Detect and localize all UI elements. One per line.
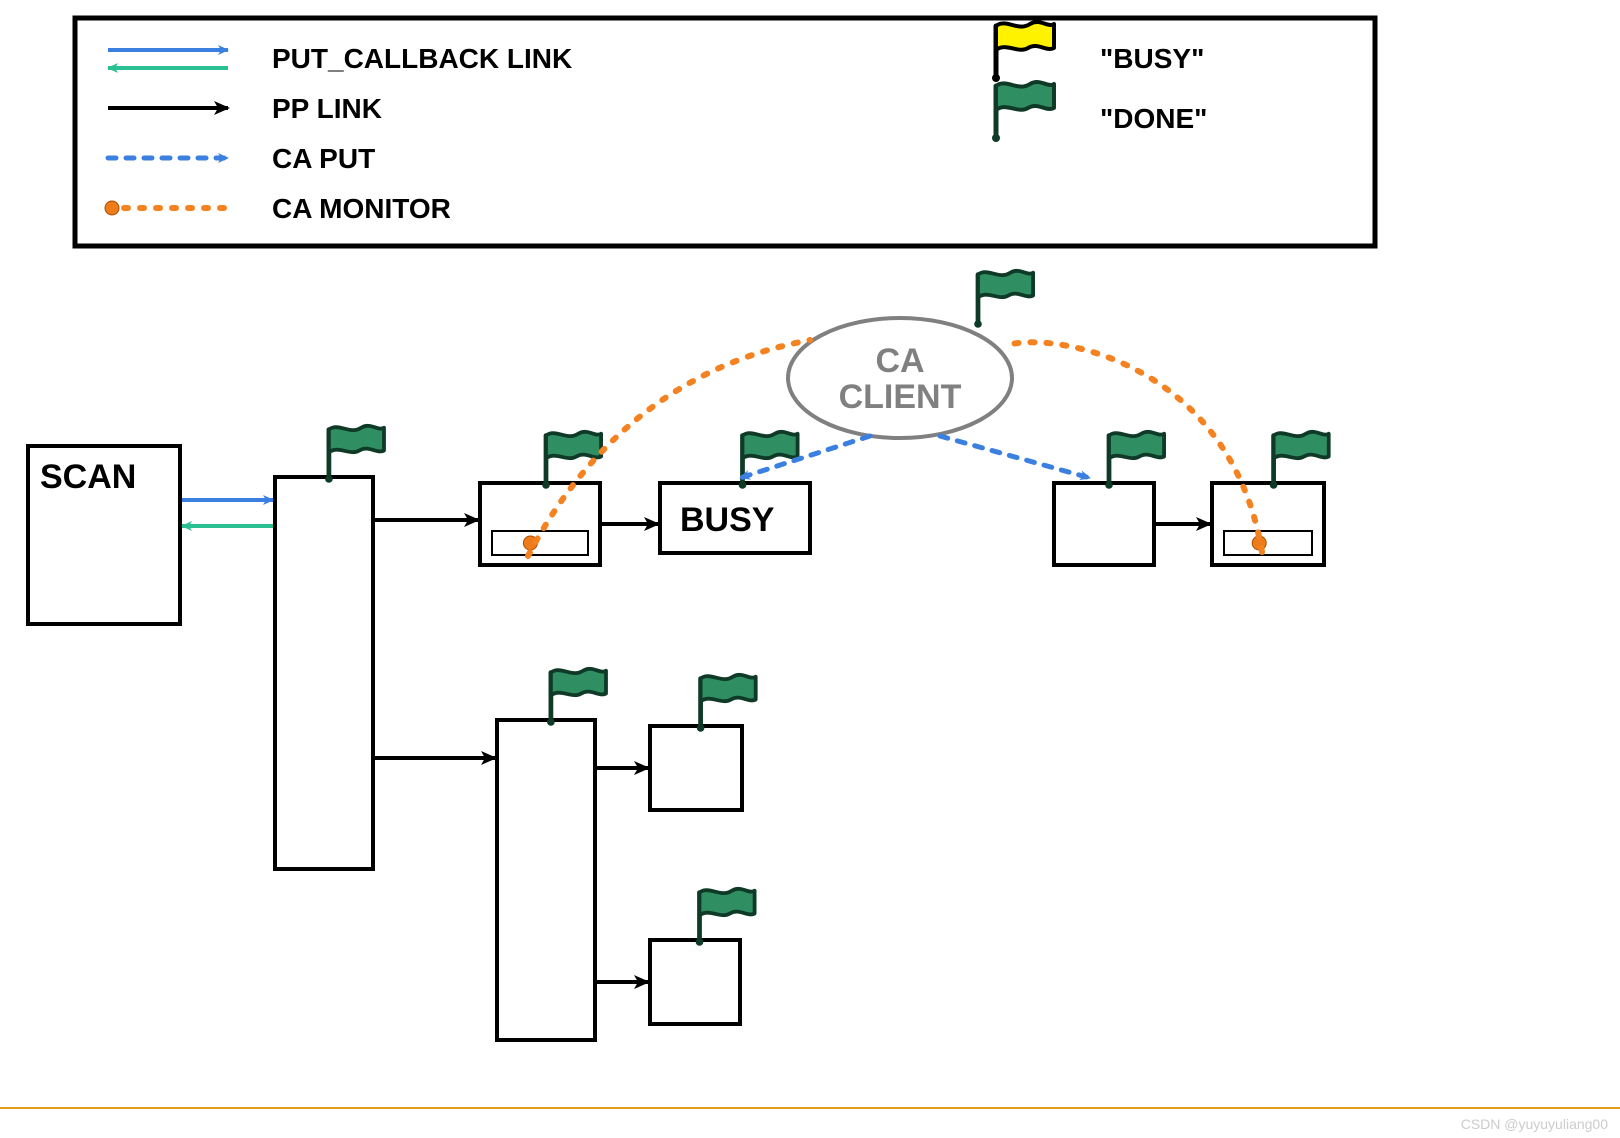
watermark-text: CSDN @yuyuyuliang00 [1461, 1116, 1608, 1132]
svg-text:PUT_CALLBACK LINK: PUT_CALLBACK LINK [272, 43, 572, 74]
small2-box [650, 940, 740, 1024]
svg-text:"BUSY": "BUSY" [1100, 43, 1204, 74]
svg-text:CA MONITOR: CA MONITOR [272, 193, 451, 224]
svg-text:SCAN: SCAN [40, 458, 136, 496]
svg-text:BUSY: BUSY [680, 501, 775, 539]
rec-r1-box [1054, 483, 1154, 565]
edge-ca-put-1 [940, 436, 1090, 478]
small1-box [650, 726, 742, 810]
rec-r2-box [1212, 483, 1324, 565]
svg-text:"DONE": "DONE" [1100, 103, 1207, 134]
seq2-box [497, 720, 595, 1040]
svg-text:CLIENT: CLIENT [839, 378, 962, 416]
scan-box: SCAN [28, 446, 180, 624]
svg-text:CA: CA [875, 342, 924, 380]
busy-box: BUSY [660, 483, 810, 553]
rec1-box [480, 483, 600, 565]
svg-text:CA PUT: CA PUT [272, 143, 375, 174]
svg-text:PP LINK: PP LINK [272, 93, 382, 124]
seq1-box [275, 477, 373, 869]
